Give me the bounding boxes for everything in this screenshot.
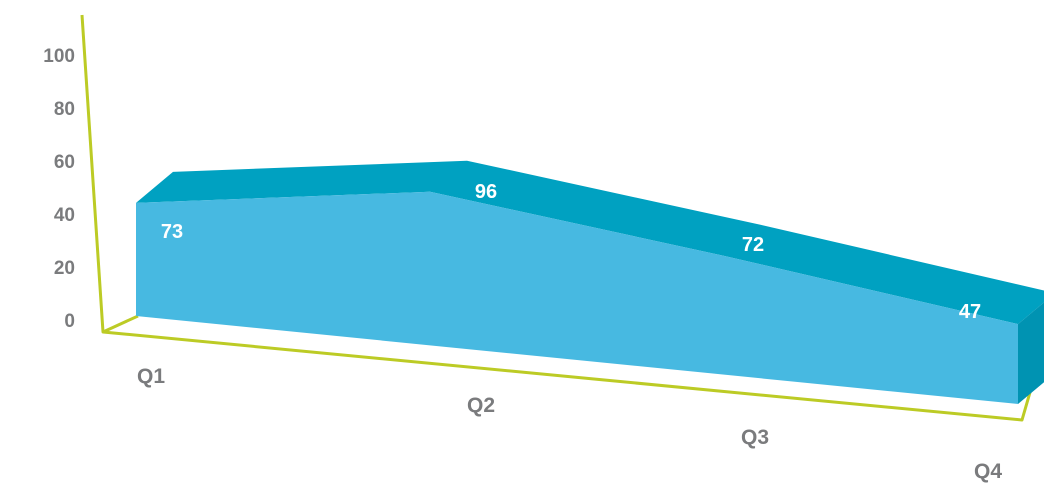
category-label-q3: Q3 bbox=[741, 426, 769, 449]
y-tick-label: 60 bbox=[54, 152, 75, 173]
category-label-q2: Q2 bbox=[467, 394, 495, 417]
floor-back-edge bbox=[102, 314, 139, 334]
y-tick-label: 20 bbox=[54, 258, 75, 279]
y-axis-ticks: 0 20 40 60 80 100 bbox=[43, 46, 75, 332]
area-front-face bbox=[136, 191, 1018, 404]
data-label-q3: 72 bbox=[742, 234, 764, 256]
category-label-q4: Q4 bbox=[974, 460, 1002, 483]
y-tick-label: 40 bbox=[54, 205, 75, 226]
x-axis-categories: Q1 Q2 Q3 Q4 bbox=[137, 365, 1002, 483]
data-label-q2: 96 bbox=[475, 181, 497, 203]
y-tick-label: 100 bbox=[43, 46, 75, 67]
area-right-face bbox=[1018, 302, 1044, 404]
category-label-q1: Q1 bbox=[137, 365, 165, 388]
area-top-face bbox=[136, 160, 1044, 325]
data-label-q4: 47 bbox=[959, 301, 981, 323]
data-labels: 73 96 72 47 bbox=[161, 181, 981, 323]
y-tick-label: 0 bbox=[64, 311, 75, 332]
y-tick-label: 80 bbox=[54, 99, 75, 120]
data-label-q1: 73 bbox=[161, 221, 183, 243]
